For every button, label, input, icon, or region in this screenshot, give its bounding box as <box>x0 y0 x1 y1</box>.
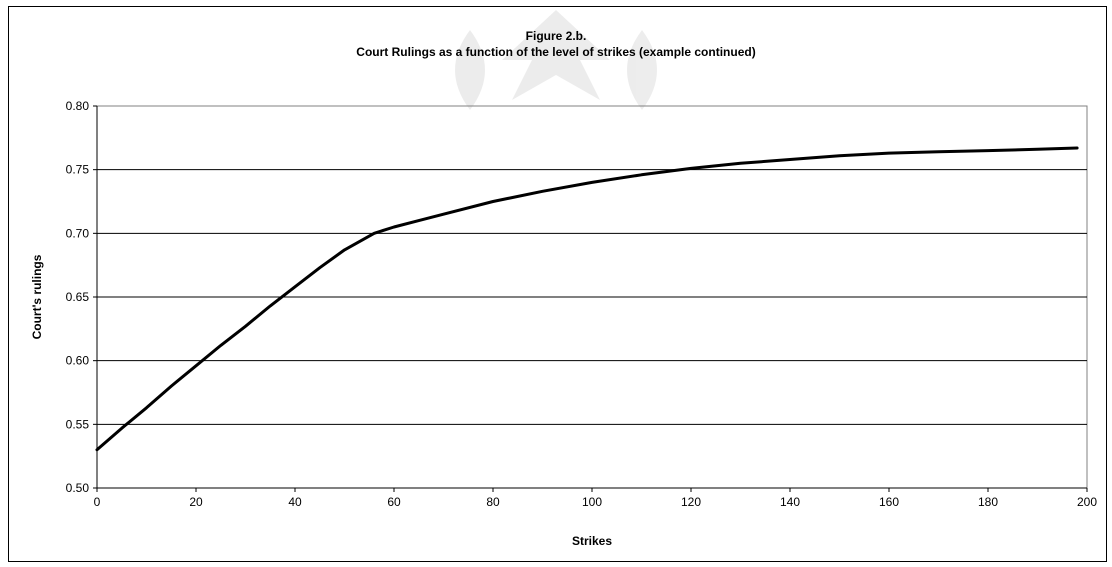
y-tick-label: 0.50 <box>66 481 90 495</box>
y-tick-label: 0.70 <box>66 226 90 240</box>
x-tick-label: 120 <box>681 495 701 509</box>
x-tick-label: 100 <box>582 495 602 509</box>
x-tick-label: 60 <box>387 495 401 509</box>
y-tick-label: 0.75 <box>66 163 90 177</box>
y-tick-label: 0.60 <box>66 354 90 368</box>
chart-title: Figure 2.b. <box>526 29 587 43</box>
x-tick-label: 180 <box>978 495 998 509</box>
chart-frame <box>8 6 1107 562</box>
x-tick-label: 0 <box>94 495 101 509</box>
series-line-0 <box>95 146 1079 452</box>
x-tick-label: 20 <box>189 495 203 509</box>
chart-subtitle: Court Rulings as a function of the level… <box>356 45 755 59</box>
y-tick-label: 0.80 <box>66 99 90 113</box>
x-axis-title: Strikes <box>572 534 612 548</box>
y-tick-label: 0.55 <box>66 417 90 431</box>
watermark-crest <box>455 10 657 110</box>
x-tick-label: 160 <box>879 495 899 509</box>
x-tick-label: 80 <box>486 495 500 509</box>
y-axis-title: Court's rulings <box>30 254 44 339</box>
y-tick-label: 0.65 <box>66 290 90 304</box>
x-tick-label: 40 <box>288 495 302 509</box>
x-tick-label: 140 <box>780 495 800 509</box>
x-tick-label: 200 <box>1077 495 1097 509</box>
